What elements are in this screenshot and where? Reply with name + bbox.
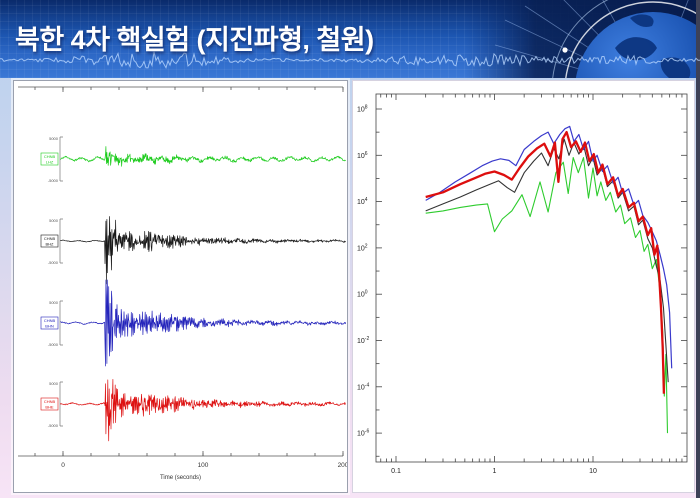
x-tick-label: 0.1	[391, 468, 401, 475]
station-label-line2: BHZ	[46, 242, 55, 247]
y-tick-label: 106	[357, 151, 368, 160]
amplitude-min-label: -5000	[48, 423, 59, 428]
amplitude-min-label: -5000	[48, 178, 59, 183]
station-label-line2: LHZ	[46, 160, 54, 165]
page-title: 북한 4차 핵실험 (지진파형, 철원)	[15, 25, 374, 55]
station-label-box	[40, 316, 59, 330]
station-label-line1: CHNB	[44, 236, 56, 241]
y-tick-label: 100	[357, 290, 368, 299]
x-axis-title: Time (seconds)	[160, 475, 201, 481]
amplitude-min-label: -5000	[48, 342, 59, 347]
seismogram-decoration-line	[0, 51, 700, 69]
y-tick-label: 102	[357, 243, 368, 252]
x-tick-label: 0	[61, 462, 65, 469]
amplitude-min-label: -5000	[48, 260, 59, 265]
y-tick-label: 104	[357, 197, 368, 206]
x-tick-label: 100	[198, 462, 209, 469]
y-tick-label: 10-6	[357, 429, 369, 438]
seismogram-decoration-icon	[0, 51, 700, 69]
x-tick-label: 1	[493, 468, 497, 475]
globe-continents	[615, 14, 691, 78]
globe-icon	[465, 0, 700, 78]
amplitude-bracket	[59, 300, 63, 346]
trace-black	[60, 216, 346, 285]
slide-header: 북한 4차 핵실험 (지진파형, 철원)	[0, 0, 700, 78]
trace-red	[59, 379, 346, 442]
station-label-box	[40, 234, 59, 248]
spectrum-frame	[375, 93, 688, 463]
spectrum-red	[425, 130, 666, 394]
station-label-line2: BHN	[45, 324, 54, 329]
station-label-line1: CHNB	[44, 399, 56, 404]
station-label-box	[40, 152, 59, 166]
trace-green	[60, 146, 346, 167]
spectrum-black	[425, 138, 669, 383]
station-label-line1: CHNB	[44, 318, 56, 323]
waveform-panel: 0 100 200 Time (seconds) 5000 -5000 CHNB LHZ 500…	[13, 80, 348, 493]
amplitude-bracket	[59, 218, 63, 264]
station-label-line1: CHNB	[44, 154, 56, 159]
amplitude-bracket	[59, 136, 63, 182]
y-tick-label: 10-2	[357, 336, 369, 345]
trace-blue	[60, 279, 347, 367]
y-tick-label: 10-4	[357, 382, 369, 391]
x-tick-label: 200	[338, 462, 347, 469]
x-tick-label: 10	[589, 468, 597, 475]
amplitude-bracket	[59, 381, 63, 427]
spectrum-green	[425, 157, 669, 434]
y-tick-label: 108	[357, 105, 368, 114]
spectrum-panel: 0.1 1 10 108 106 104 102 100 10-2 10-4 10-6	[352, 80, 695, 493]
amplitude-max-label: 5000	[49, 218, 59, 223]
satellite-dot	[562, 47, 568, 53]
station-label-box	[40, 397, 59, 411]
station-label-line2: BHE	[45, 405, 54, 410]
amplitude-max-label: 5000	[49, 300, 59, 305]
slide-right-edge	[696, 0, 700, 498]
amplitude-max-label: 5000	[49, 136, 59, 141]
amplitude-max-label: 5000	[49, 381, 59, 386]
